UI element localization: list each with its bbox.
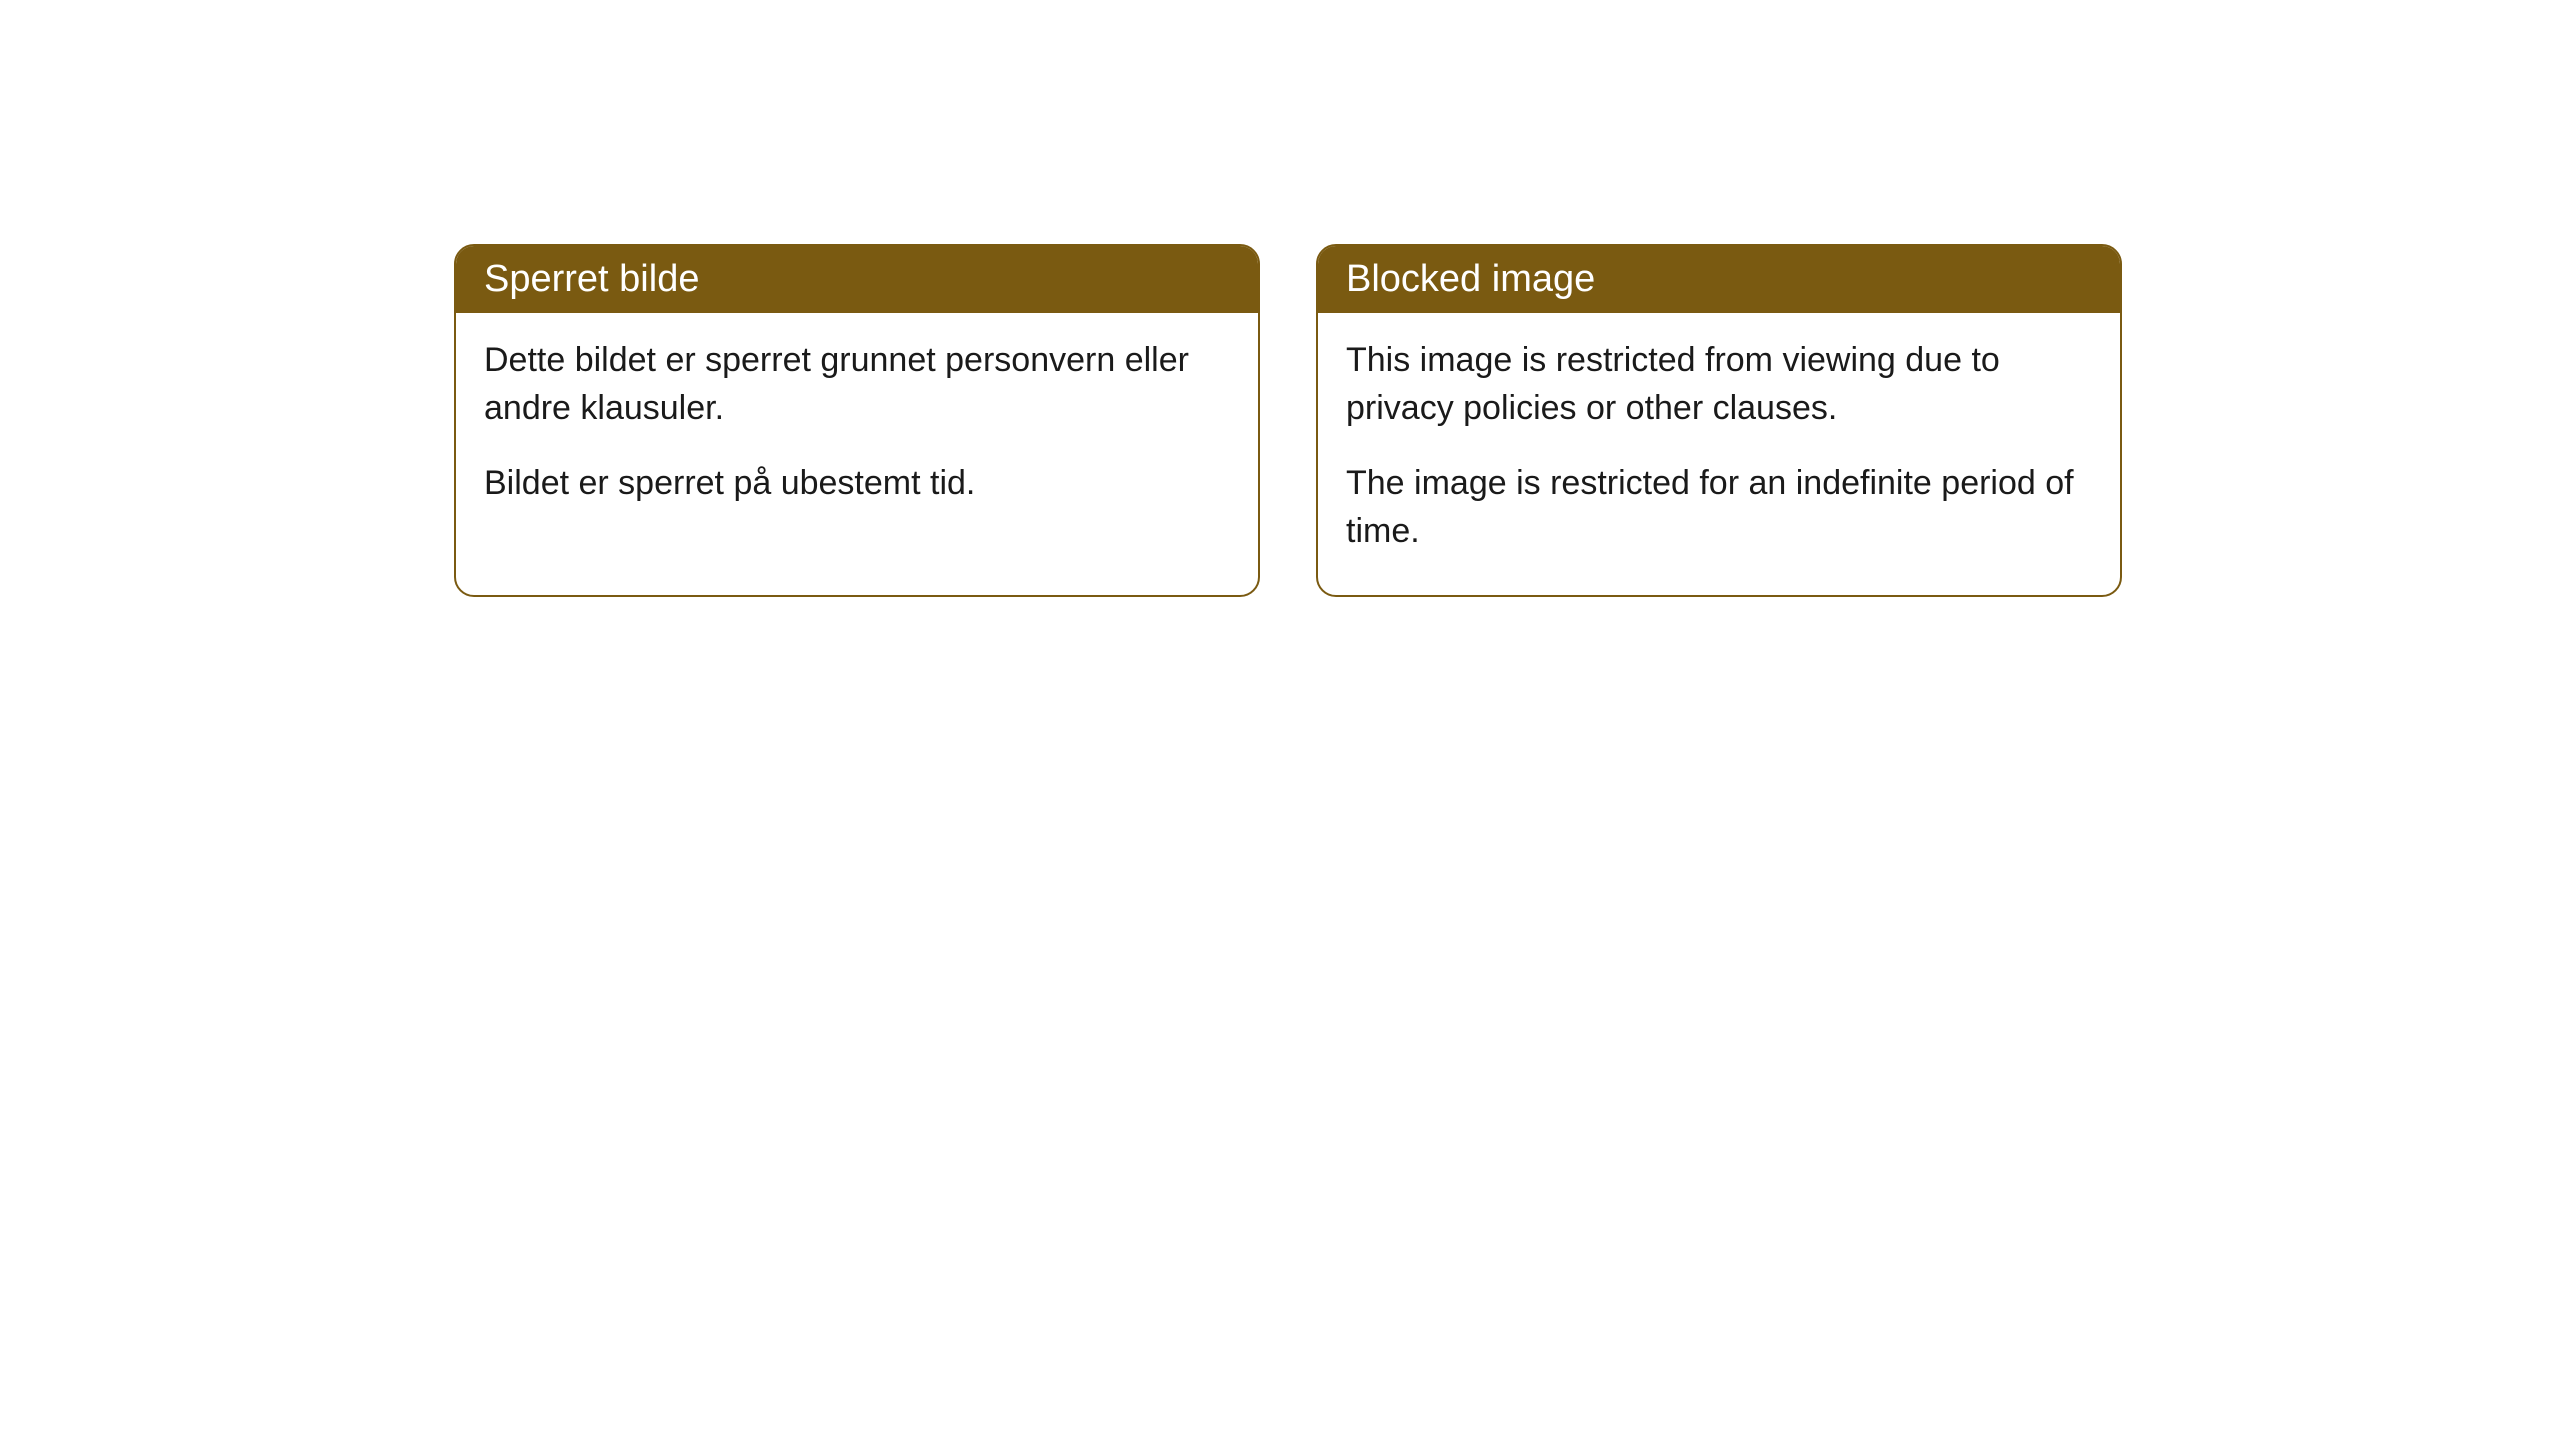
notice-container: Sperret bilde Dette bildet er sperret gr… <box>0 0 2560 597</box>
card-text-english-2: The image is restricted for an indefinit… <box>1346 460 2092 555</box>
card-body-english: This image is restricted from viewing du… <box>1318 313 2120 595</box>
card-header-english: Blocked image <box>1318 246 2120 313</box>
notice-card-norwegian: Sperret bilde Dette bildet er sperret gr… <box>454 244 1260 597</box>
card-text-english-1: This image is restricted from viewing du… <box>1346 337 2092 432</box>
card-title-english: Blocked image <box>1346 258 1595 300</box>
card-body-norwegian: Dette bildet er sperret grunnet personve… <box>456 313 1258 548</box>
card-text-norwegian-1: Dette bildet er sperret grunnet personve… <box>484 337 1230 432</box>
card-title-norwegian: Sperret bilde <box>484 258 699 300</box>
card-text-norwegian-2: Bildet er sperret på ubestemt tid. <box>484 460 1230 508</box>
card-header-norwegian: Sperret bilde <box>456 246 1258 313</box>
notice-card-english: Blocked image This image is restricted f… <box>1316 244 2122 597</box>
